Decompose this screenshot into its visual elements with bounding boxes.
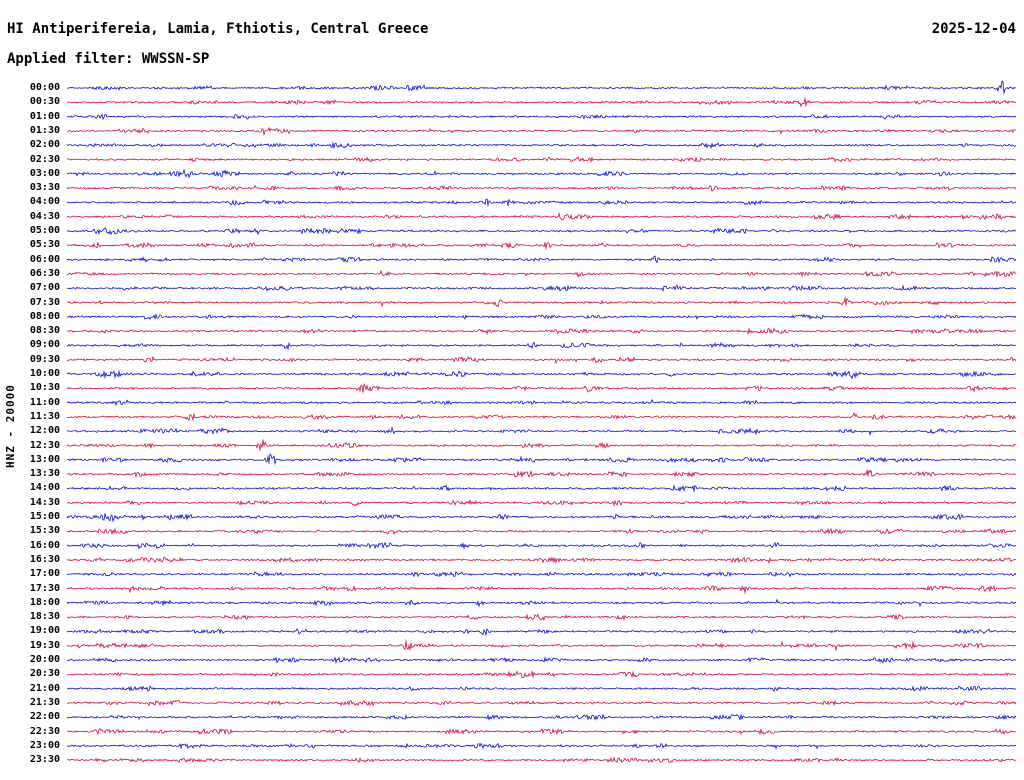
time-label: 21:00 [29, 682, 60, 694]
time-label: 23:30 [29, 754, 60, 766]
time-label: 22:00 [29, 711, 60, 723]
time-label: 05:30 [29, 239, 60, 251]
time-label: 17:30 [29, 582, 60, 594]
time-label: 02:00 [29, 139, 60, 151]
time-label: 16:30 [29, 553, 60, 565]
time-label: 12:00 [29, 425, 60, 437]
time-label: 13:00 [29, 453, 60, 465]
time-label: 18:00 [29, 596, 60, 608]
time-label: 18:30 [29, 611, 60, 623]
time-label: 07:30 [29, 296, 60, 308]
time-label: 08:30 [29, 325, 60, 337]
time-label: 21:30 [29, 696, 60, 708]
time-label: 20:30 [29, 668, 60, 680]
time-label: 09:00 [29, 339, 60, 351]
time-label: 04:30 [29, 210, 60, 222]
time-label: 07:00 [29, 282, 60, 294]
time-label: 19:30 [29, 639, 60, 651]
time-label: 06:00 [29, 253, 60, 265]
time-label: 11:30 [29, 410, 60, 422]
time-label: 00:00 [29, 82, 60, 93]
time-label: 08:00 [29, 310, 60, 322]
time-label: 06:30 [29, 267, 60, 279]
station-title: HI Antiperifereia, Lamia, Fthiotis, Cent… [7, 21, 429, 37]
time-label: 13:30 [29, 468, 60, 480]
time-label: 05:00 [29, 225, 60, 236]
time-label: 19:00 [29, 625, 60, 637]
time-label: 01:00 [29, 110, 60, 122]
applied-filter-label: Applied filter: WWSSN-SP [7, 51, 210, 67]
time-label: 09:30 [29, 353, 60, 365]
time-label: 04:00 [29, 196, 60, 208]
time-label: 15:30 [29, 525, 60, 537]
time-label: 10:30 [29, 382, 60, 394]
time-label: 17:00 [29, 568, 60, 580]
date-label: 2025-12-04 [931, 21, 1016, 37]
time-label: 11:00 [29, 396, 60, 408]
time-label: 12:30 [29, 439, 60, 451]
time-label: 20:00 [29, 654, 60, 665]
time-label: 10:00 [29, 368, 60, 379]
time-label: 03:30 [29, 182, 60, 194]
time-label: 16:00 [29, 539, 60, 551]
time-label: 01:30 [29, 124, 60, 136]
time-label: 14:30 [29, 496, 60, 508]
time-label: 15:00 [29, 511, 60, 522]
time-label: 14:00 [29, 482, 60, 494]
time-label: 23:00 [29, 739, 60, 751]
time-label: 00:30 [29, 96, 60, 108]
time-label: 22:30 [29, 725, 60, 737]
time-label: 02:30 [29, 153, 60, 165]
time-label: 03:00 [29, 167, 60, 179]
